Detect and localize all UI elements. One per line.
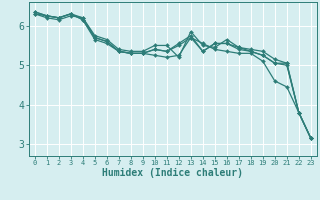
- X-axis label: Humidex (Indice chaleur): Humidex (Indice chaleur): [102, 168, 243, 178]
